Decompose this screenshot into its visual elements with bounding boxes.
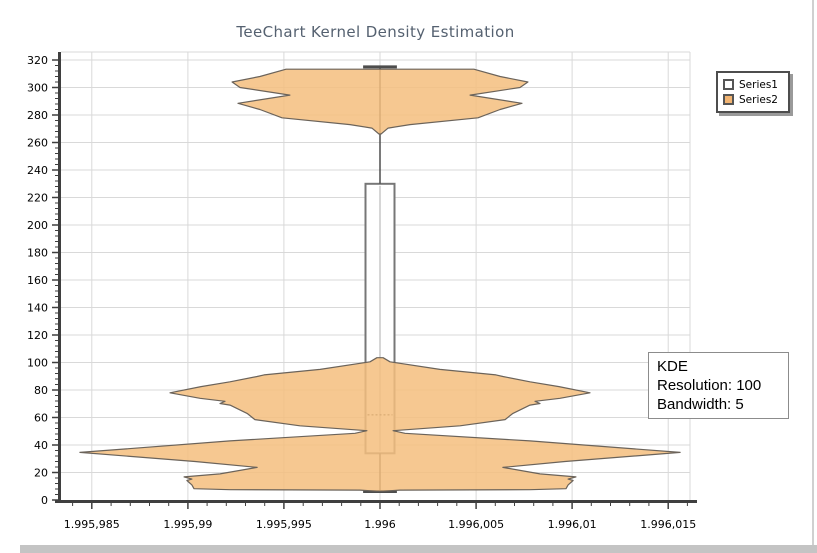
- svg-text:80: 80: [34, 384, 48, 397]
- svg-text:260: 260: [27, 137, 48, 150]
- svg-text:100: 100: [27, 357, 48, 370]
- legend-label: Series1: [739, 78, 778, 91]
- svg-text:40: 40: [34, 439, 48, 452]
- series2-swatch-icon: [723, 94, 734, 105]
- svg-text:240: 240: [27, 164, 48, 177]
- window-right-border: [812, 0, 814, 546]
- svg-text:200: 200: [27, 219, 48, 232]
- legend-item-series1[interactable]: Series1: [723, 77, 783, 92]
- window-bottom-border: [20, 545, 817, 553]
- svg-text:1.996,015: 1.996,015: [640, 518, 696, 531]
- svg-text:1.995,985: 1.995,985: [64, 518, 120, 531]
- svg-text:60: 60: [34, 412, 48, 425]
- chart-title: TeeChart Kernel Density Estimation: [236, 23, 515, 41]
- svg-text:20: 20: [34, 467, 48, 480]
- legend-box: Series1 Series2: [716, 71, 790, 113]
- svg-text:160: 160: [27, 274, 48, 287]
- svg-text:1.996,01: 1.996,01: [548, 518, 597, 531]
- annotation-line-bandwidth: Bandwidth: 5: [657, 396, 744, 413]
- svg-text:1.996: 1.996: [364, 518, 396, 531]
- legend-item-series2[interactable]: Series2: [723, 92, 783, 107]
- series1-swatch-icon: [723, 79, 734, 90]
- svg-text:320: 320: [27, 54, 48, 67]
- svg-text:180: 180: [27, 247, 48, 260]
- annotation-line-resolution: Resolution: 100: [657, 377, 762, 394]
- kde-annotation-box: KDE Resolution: 100 Bandwidth: 5: [648, 352, 789, 419]
- svg-text:300: 300: [27, 82, 48, 95]
- legend-label: Series2: [739, 93, 778, 106]
- svg-text:1.996,005: 1.996,005: [448, 518, 504, 531]
- svg-text:1.995,99: 1.995,99: [163, 518, 212, 531]
- svg-text:140: 140: [27, 302, 48, 315]
- svg-text:120: 120: [27, 329, 48, 342]
- svg-text:0: 0: [41, 494, 48, 507]
- svg-text:280: 280: [27, 109, 48, 122]
- annotation-line-kde: KDE: [657, 358, 688, 375]
- svg-text:1.995,995: 1.995,995: [256, 518, 312, 531]
- svg-text:220: 220: [27, 192, 48, 205]
